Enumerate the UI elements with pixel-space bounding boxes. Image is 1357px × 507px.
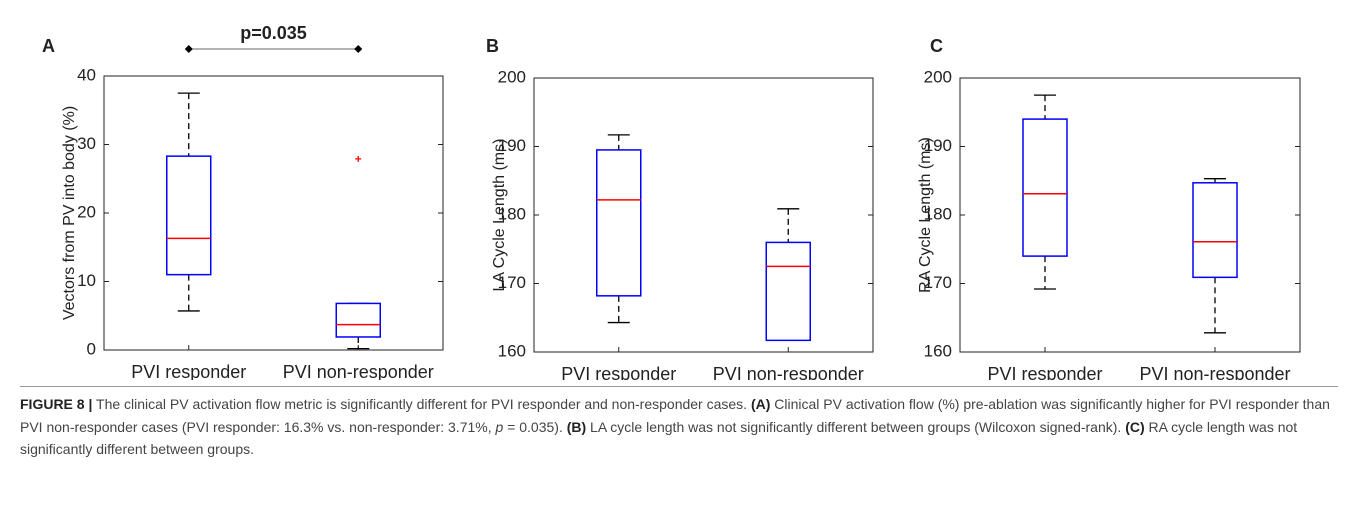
y-tick-label: 180 [498, 204, 526, 223]
bracket-end [184, 45, 193, 53]
y-tick-label: 0 [87, 339, 96, 358]
y-tick-label: 190 [924, 136, 952, 155]
y-tick-label: 160 [924, 341, 952, 360]
box [335, 302, 381, 338]
y-tick-label: 190 [498, 136, 526, 155]
panel-letter: C [930, 36, 943, 56]
plot-frame [959, 77, 1301, 353]
caption-text: RA cycle length was not significantly di… [20, 418, 1302, 458]
box [166, 155, 212, 276]
y-tick-label: 200 [498, 67, 526, 86]
caption-text: The clinical PV activation flow metric i… [92, 396, 751, 412]
y-axis-label: LA Cycle Length (ms) [491, 139, 508, 292]
y-tick-label: 170 [924, 273, 952, 292]
caption-text: LA cycle length was not significantly di… [586, 418, 1126, 435]
caption: FIGURE 8 | The clinical PV activation fl… [20, 386, 1338, 461]
caption-text: p [495, 418, 504, 435]
plot-frame [103, 75, 444, 351]
panel-letter: B [486, 36, 499, 56]
box [1192, 182, 1238, 279]
y-tick-label: 10 [77, 271, 96, 290]
y-tick-label: 20 [77, 202, 96, 221]
y-tick-label: 170 [498, 273, 526, 292]
y-axis-label: RA Cycle Length (ms) [917, 137, 934, 293]
x-tick-label: PVI responder [131, 362, 246, 380]
y-tick-label: 30 [77, 134, 96, 153]
caption-text: Clinical PV activation flow (%) pre-abla… [20, 396, 1334, 435]
box [765, 241, 811, 342]
caption-text: (C) [1125, 418, 1145, 435]
y-tick-label: 160 [498, 341, 526, 360]
y-tick-label: 40 [77, 65, 96, 84]
outlier [355, 155, 362, 162]
x-tick-label: PVI responder [987, 364, 1102, 380]
plot-frame [533, 77, 874, 353]
y-axis-label: Vectors from PV into body (%) [61, 106, 78, 320]
caption-text: (A) [750, 396, 771, 412]
x-tick-label: PVI non-responder [1139, 364, 1290, 380]
figure: A Vectors from PV into body (%) 0 10 20 30 40 P… [42, 23, 1301, 380]
caption-text: = 0.035). [503, 418, 567, 435]
box [596, 149, 642, 297]
y-tick-label: 200 [924, 67, 952, 86]
caption-text: (B) [566, 418, 587, 435]
bracket-end [354, 45, 363, 53]
annotation: p=0.035 [240, 23, 307, 43]
box [1022, 118, 1068, 257]
x-tick-label: PVI non-responder [713, 364, 864, 380]
x-tick-label: PVI responder [561, 364, 676, 380]
x-tick-label: PVI non-responder [283, 362, 434, 380]
panel-letter: A [42, 36, 55, 56]
y-tick-label: 180 [924, 204, 952, 223]
caption-text: FIGURE 8 | [20, 396, 93, 412]
